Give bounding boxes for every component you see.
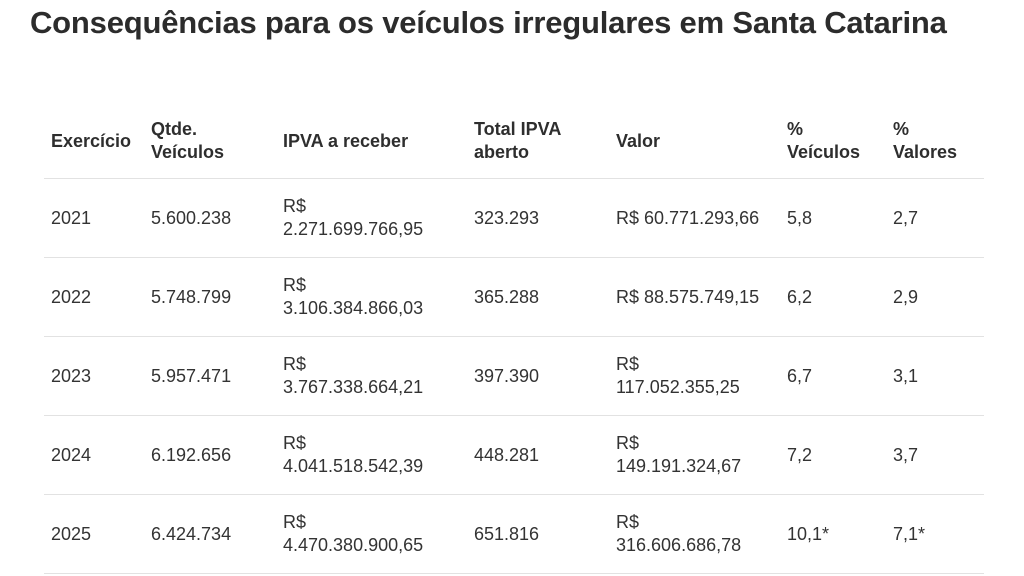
cell-pct-valores: 3,7 [893, 444, 919, 465]
cell-ipva-a-receber: R$ 4.470.380.900,65 [283, 512, 424, 555]
cell-valor: R$ 60.771.293,66 [616, 207, 760, 228]
cell-exercicio: 2024 [51, 444, 92, 465]
cell-valor: R$ 149.191.324,67 [616, 433, 742, 476]
cell-total-ipva-aberto: 448.281 [474, 444, 540, 465]
table-header-row: Exercício Qtde. Veículos IPVA a receber … [44, 104, 984, 179]
cell-exercicio: 2025 [51, 523, 92, 544]
cell-valor: R$ 88.575.749,15 [616, 286, 760, 307]
table-row: 2024 6.192.656 R$ 4.041.518.542,39 448.2… [44, 416, 984, 495]
cell-pct-valores: 3,1 [893, 365, 919, 386]
header-pct-valores: % Valores [893, 119, 958, 162]
cell-total-ipva-aberto: 365.288 [474, 286, 540, 307]
header-exercicio: Exercício [51, 130, 132, 151]
cell-pct-veiculos: 6,7 [787, 365, 813, 386]
table-row: 2023 5.957.471 R$ 3.767.338.664,21 397.3… [44, 337, 984, 416]
cell-pct-veiculos: 6,2 [787, 286, 813, 307]
table-row: 2025 6.424.734 R$ 4.470.380.900,65 651.8… [44, 495, 984, 574]
cell-ipva-a-receber: R$ 3.767.338.664,21 [283, 354, 424, 397]
table-row: 2022 5.748.799 R$ 3.106.384.866,03 365.2… [44, 258, 984, 337]
cell-valor: R$ 316.606.686,78 [616, 512, 742, 555]
cell-pct-veiculos: 5,8 [787, 207, 813, 228]
header-total-ipva-aberto: Total IPVA aberto [474, 119, 562, 162]
cell-pct-veiculos: 10,1* [787, 523, 830, 544]
cell-total-ipva-aberto: 651.816 [474, 523, 540, 544]
cell-qtde-veiculos: 5.600.238 [151, 207, 232, 228]
cell-valor: R$ 117.052.355,25 [616, 354, 740, 397]
cell-qtde-veiculos: 5.748.799 [151, 286, 232, 307]
cell-pct-valores: 7,1* [893, 523, 926, 544]
cell-ipva-a-receber: R$ 4.041.518.542,39 [283, 433, 424, 476]
cell-qtde-veiculos: 6.192.656 [151, 444, 232, 465]
table-row: 2021 5.600.238 R$ 2.271.699.766,95 323.2… [44, 179, 984, 258]
cell-qtde-veiculos: 5.957.471 [151, 365, 232, 386]
cell-pct-veiculos: 7,2 [787, 444, 813, 465]
header-valor: Valor [616, 130, 661, 151]
cell-total-ipva-aberto: 323.293 [474, 207, 540, 228]
header-ipva-a-receber: IPVA a receber [283, 130, 409, 151]
cell-pct-valores: 2,9 [893, 286, 919, 307]
data-table: Exercício Qtde. Veículos IPVA a receber … [44, 104, 984, 574]
cell-exercicio: 2022 [51, 286, 92, 307]
cell-ipva-a-receber: R$ 2.271.699.766,95 [283, 196, 424, 239]
cell-total-ipva-aberto: 397.390 [474, 365, 540, 386]
header-pct-veiculos: % Veículos [787, 119, 861, 162]
cell-ipva-a-receber: R$ 3.106.384.866,03 [283, 275, 424, 318]
cell-qtde-veiculos: 6.424.734 [151, 523, 232, 544]
cell-exercicio: 2023 [51, 365, 92, 386]
cell-pct-valores: 2,7 [893, 207, 919, 228]
header-qtde-veiculos: Qtde. Veículos [151, 119, 225, 162]
cell-exercicio: 2021 [51, 207, 92, 228]
page-title: Consequências para os veículos irregular… [30, 5, 947, 40]
